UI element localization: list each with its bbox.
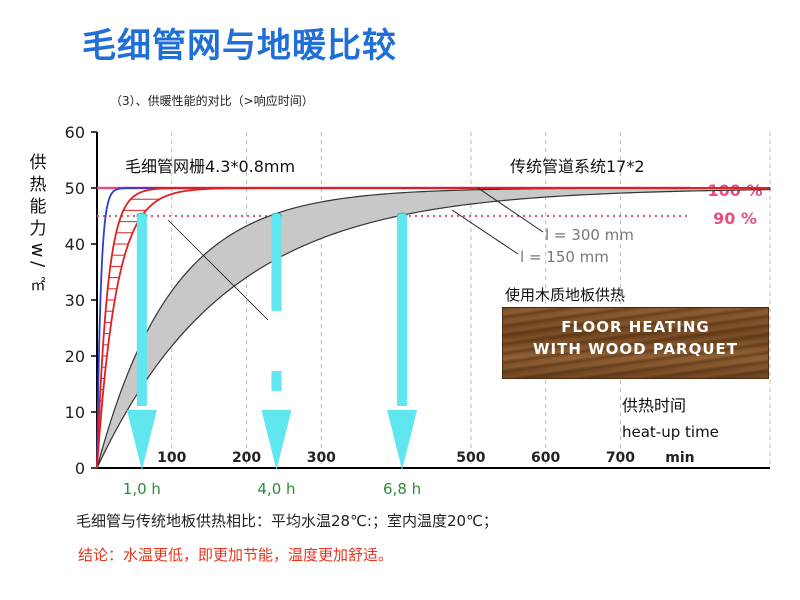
response-time-label: 4,0 h [257,480,295,498]
series-label-l150: l = 150 mm [520,248,609,266]
response-arrow-head [261,410,292,470]
response-arrow-shaft [136,216,147,406]
x-tick-label: 600 [531,450,560,466]
capillary-curve [96,187,770,469]
y-tick-label: 10 [65,403,85,422]
response-arrow-shaft [271,371,282,391]
x-unit-label: min [665,450,694,466]
pointer-line [477,187,544,233]
pointer-line [167,219,269,321]
reference-label: 90 % [713,209,757,228]
y-tick-label: 20 [65,347,85,366]
response-arrow-head [387,410,418,470]
wood-text-line2: WITH WOOD PARQUET [532,340,739,358]
page-title: 毛细管网与地暖比较 [82,26,397,66]
y-axis-label-char: / [27,261,48,268]
y-tick-label: 40 [65,235,85,254]
page-subtitle: （3）、供暖性能的对比（>响应时间） [110,94,314,108]
x-tick-label: 700 [606,450,635,466]
y-axis-label-char: ㎡ [30,276,45,294]
x-tick-label: 300 [307,450,336,466]
y-axis-label-char: 供 [30,153,47,173]
x-tick-label: 500 [456,450,485,466]
x-tick-label: 200 [232,450,261,466]
wood-parquet-image: FLOOR HEATING WITH WOOD PARQUET [502,307,769,379]
y-axis-label-char: w [27,243,48,258]
y-tick-label: 60 [65,123,85,142]
x-axis-label-cn: 供热时间 [622,396,686,415]
wood-text-line1: FLOOR HEATING [561,318,710,336]
y-tick-label: 30 [65,291,85,310]
y-axis-label-char: 力 [30,219,47,239]
y-axis-label-char: 热 [30,175,47,195]
response-time-label: 1,0 h [123,480,161,498]
y-axis-label-char: 能 [30,197,47,217]
x-axis-label-en: heat-up time [622,423,719,441]
wood-floor-label: 使用木质地板供热 [505,286,626,304]
comparison-note: 毛细管与传统地板供热相比：平均水温28℃:；室内温度20℃； [76,512,498,530]
y-tick-label: 50 [65,179,85,198]
series-label-l300: l = 300 mm [545,226,634,244]
response-arrow-shaft [271,216,282,311]
response-arrow-shaft [397,216,408,406]
response-time-label: 6,8 h [383,480,421,498]
pointer-line [451,209,519,255]
conclusion-note: 结论：水温更低，即更加节能，温度更加舒适。 [78,546,394,564]
response-arrow-head [126,410,157,470]
series-label-traditional: 传统管道系统17*2 [510,157,645,176]
y-tick-label: 0 [75,459,85,478]
series-label-capillary: 毛细管网栅4.3*0.8mm [125,157,295,176]
x-tick-label: 100 [157,450,186,466]
